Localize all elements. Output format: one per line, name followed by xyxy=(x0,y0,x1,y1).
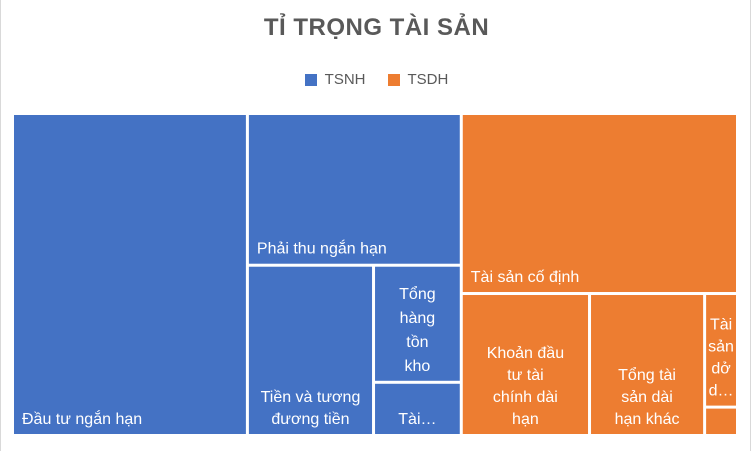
legend-swatch-tsdh xyxy=(387,73,400,86)
tile-tsdh-4 xyxy=(706,408,736,434)
tile-label-tsdh-2: Tổng tài sản dài hạn khác xyxy=(615,366,680,428)
tile-tsnh-2 xyxy=(248,266,373,434)
tile-tsdh-2 xyxy=(591,295,704,434)
tile-label-line: Tổng tài xyxy=(618,366,676,384)
tile-label-line: Tài sản cố định xyxy=(471,269,580,286)
tile-tsnh-1 xyxy=(248,115,460,264)
tile-label-tsnh-2: Tiền và tương đương tiền xyxy=(261,389,361,428)
tile-label-line: Phải thu ngắn hạn xyxy=(257,239,387,258)
tile-label-tsdh-1: Khoản đầu tư tài chính dài hạn xyxy=(487,345,564,428)
legend-swatch-tsnh xyxy=(304,73,317,86)
tile-tsnh-3 xyxy=(375,266,460,381)
legend-label-tsdh: TSDH xyxy=(407,71,449,88)
tile-label-line: d… xyxy=(709,383,734,400)
tile-label-line: tồn xyxy=(406,334,428,351)
tile-tsdh-0 xyxy=(462,115,736,293)
tile-tsnh-0 xyxy=(14,115,246,434)
tile-label-line: sản dài xyxy=(621,389,673,406)
tile-label-line: hàng xyxy=(400,310,436,327)
tile-label-tsnh-3: Tổng hàng tồn kho xyxy=(399,285,435,375)
tile-tsdh-3 xyxy=(706,295,736,406)
legend-label-tsnh: TSNH xyxy=(324,71,366,88)
tile-label-line: Tài… xyxy=(398,411,436,428)
tile-label-line: sản xyxy=(708,339,734,356)
tile-tsnh-4 xyxy=(375,383,460,434)
tile-label-line: tư tài xyxy=(507,367,544,384)
legend: TSNH TSDH xyxy=(1,71,751,88)
tile-label-line: Tiền và tương xyxy=(261,389,361,406)
tile-label-tsnh-4: Tài… xyxy=(398,411,436,428)
tile-label-line: Khoản đầu xyxy=(487,345,564,362)
tile-label-line: Tài xyxy=(710,317,732,334)
tile-label-tsnh-1: Phải thu ngắn hạn xyxy=(257,239,387,258)
tile-label-line: Tổng xyxy=(399,285,435,303)
tile-label-line: đương tiền xyxy=(271,411,349,428)
tile-label-line: chính dài xyxy=(493,389,558,406)
chart-title: TỈ TRỌNG TÀI SẢN xyxy=(263,14,490,41)
tile-label-tsdh-0: Tài sản cố định xyxy=(471,269,580,286)
tile-tsdh-1 xyxy=(462,295,589,434)
tile-label-line: kho xyxy=(405,358,431,375)
tile-label-line: Đầu tư ngắn hạn xyxy=(22,409,142,428)
tile-label-tsdh-3: Tài sản dở d… xyxy=(708,317,734,400)
legend-item-tsnh: TSNH xyxy=(304,71,366,88)
tile-label-line: hạn khác xyxy=(615,411,680,428)
tile-label-tsnh-0: Đầu tư ngắn hạn xyxy=(22,409,142,428)
tile-label-line: hạn xyxy=(512,411,539,428)
legend-item-tsdh: TSDH xyxy=(387,71,449,88)
tile-label-line: dở xyxy=(711,361,731,378)
